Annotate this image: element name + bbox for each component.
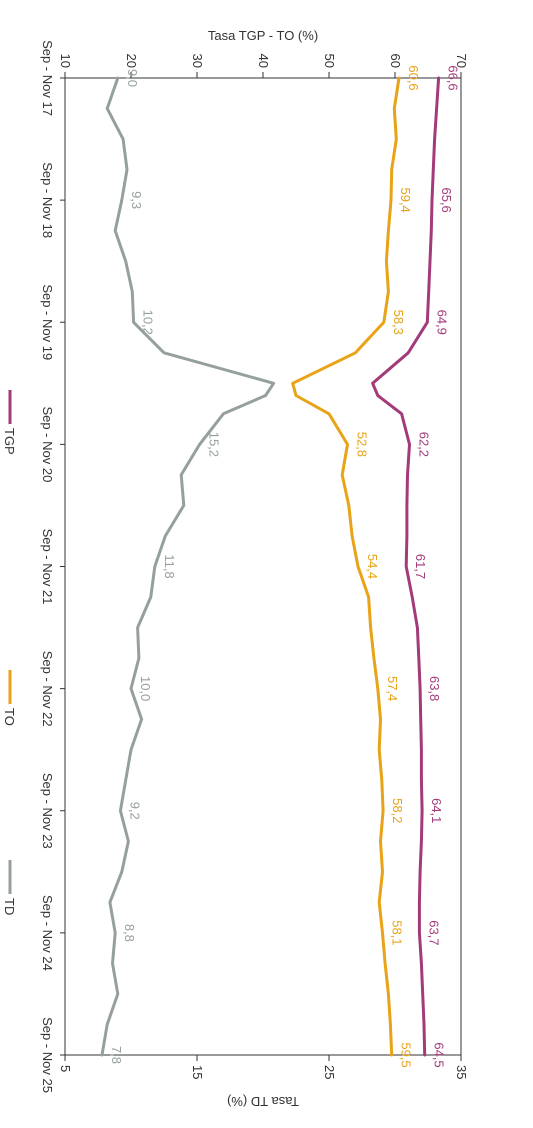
data-label-td: 7,8 — [109, 1046, 124, 1064]
data-label-to: 58,2 — [390, 798, 405, 823]
chart-rotated-group: 70 60 50 40 30 20 10 35 25 15 5 Sep - Nov 17 Sep - N… — [2, 28, 469, 1109]
data-label-td: 9,3 — [129, 191, 144, 209]
data-label-tgp: 63,7 — [426, 920, 441, 945]
data-label-to: 59,4 — [398, 187, 413, 212]
data-label-tgp: 61,7 — [413, 554, 428, 579]
left-axis-tick-label: 70 — [454, 54, 469, 68]
series-line-tgp — [371, 76, 441, 1057]
left-axis-tick-label: 30 — [190, 54, 205, 68]
right-axis-tick-label: 25 — [322, 1065, 337, 1079]
right-axis-tick-label: 35 — [454, 1065, 469, 1079]
data-label-to: 54,4 — [365, 554, 380, 579]
data-label-td: 9,0 — [125, 69, 140, 87]
x-axis-tick-label: Sep - Nov 18 — [40, 162, 55, 238]
x-axis-tick-label: Sep - Nov 25 — [40, 1017, 55, 1093]
left-axis-title: Tasa TGP - TO (%) — [208, 28, 318, 43]
left-axis-tick-label: 10 — [58, 54, 73, 68]
data-label-to: 58,3 — [391, 310, 406, 335]
series-line-td — [100, 76, 276, 1057]
data-label-td: 10,2 — [141, 310, 156, 335]
data-label-tgp: 63,8 — [427, 676, 442, 701]
left-axis-tick-label: 20 — [124, 54, 139, 68]
data-label-tgp: 66,6 — [446, 65, 461, 90]
legend-label-tgp: TGP — [2, 428, 17, 455]
right-axis-title: Tasa TD (%) — [227, 1094, 299, 1109]
data-label-tgp: 64,9 — [434, 310, 449, 335]
x-axis-tick-label: Sep - Nov 21 — [40, 529, 55, 605]
data-label-tgp: 62,2 — [417, 432, 432, 457]
left-axis-tick-label: 60 — [388, 54, 403, 68]
data-label-td: 15,2 — [207, 432, 222, 457]
x-axis-tick-label: Sep - Nov 23 — [40, 773, 55, 849]
x-axis-tick-label: Sep - Nov 20 — [40, 406, 55, 482]
left-axis-tick-label: 40 — [256, 54, 271, 68]
data-label-to: 57,4 — [385, 676, 400, 701]
data-label-td: 10,0 — [138, 676, 153, 701]
data-label-tgp: 64,5 — [432, 1042, 447, 1067]
left-axis-tick-label: 50 — [322, 54, 337, 68]
data-label-to: 52,8 — [354, 432, 369, 457]
right-axis-tick-label: 5 — [58, 1065, 73, 1072]
data-label-to: 59,5 — [399, 1042, 414, 1067]
legend-label-td: TD — [2, 898, 17, 915]
x-axis-tick-label: Sep - Nov 24 — [40, 895, 55, 971]
right-axis-tick-label: 15 — [190, 1065, 205, 1079]
x-axis-tick-label: Sep - Nov 17 — [40, 40, 55, 116]
data-label-to: 60,6 — [406, 65, 421, 90]
legend-label-to: TO — [2, 708, 17, 726]
x-axis-tick-label: Sep - Nov 19 — [40, 284, 55, 360]
x-axis-tick-label: Sep - Nov 22 — [40, 651, 55, 727]
data-label-td: 9,2 — [127, 802, 142, 820]
data-label-tgp: 65,6 — [439, 187, 454, 212]
data-label-td: 8,8 — [122, 924, 137, 942]
data-label-td: 11,8 — [162, 554, 177, 578]
data-label-to: 58,1 — [389, 920, 404, 945]
series-line-to — [291, 76, 401, 1057]
data-label-tgp: 64,1 — [429, 798, 444, 823]
